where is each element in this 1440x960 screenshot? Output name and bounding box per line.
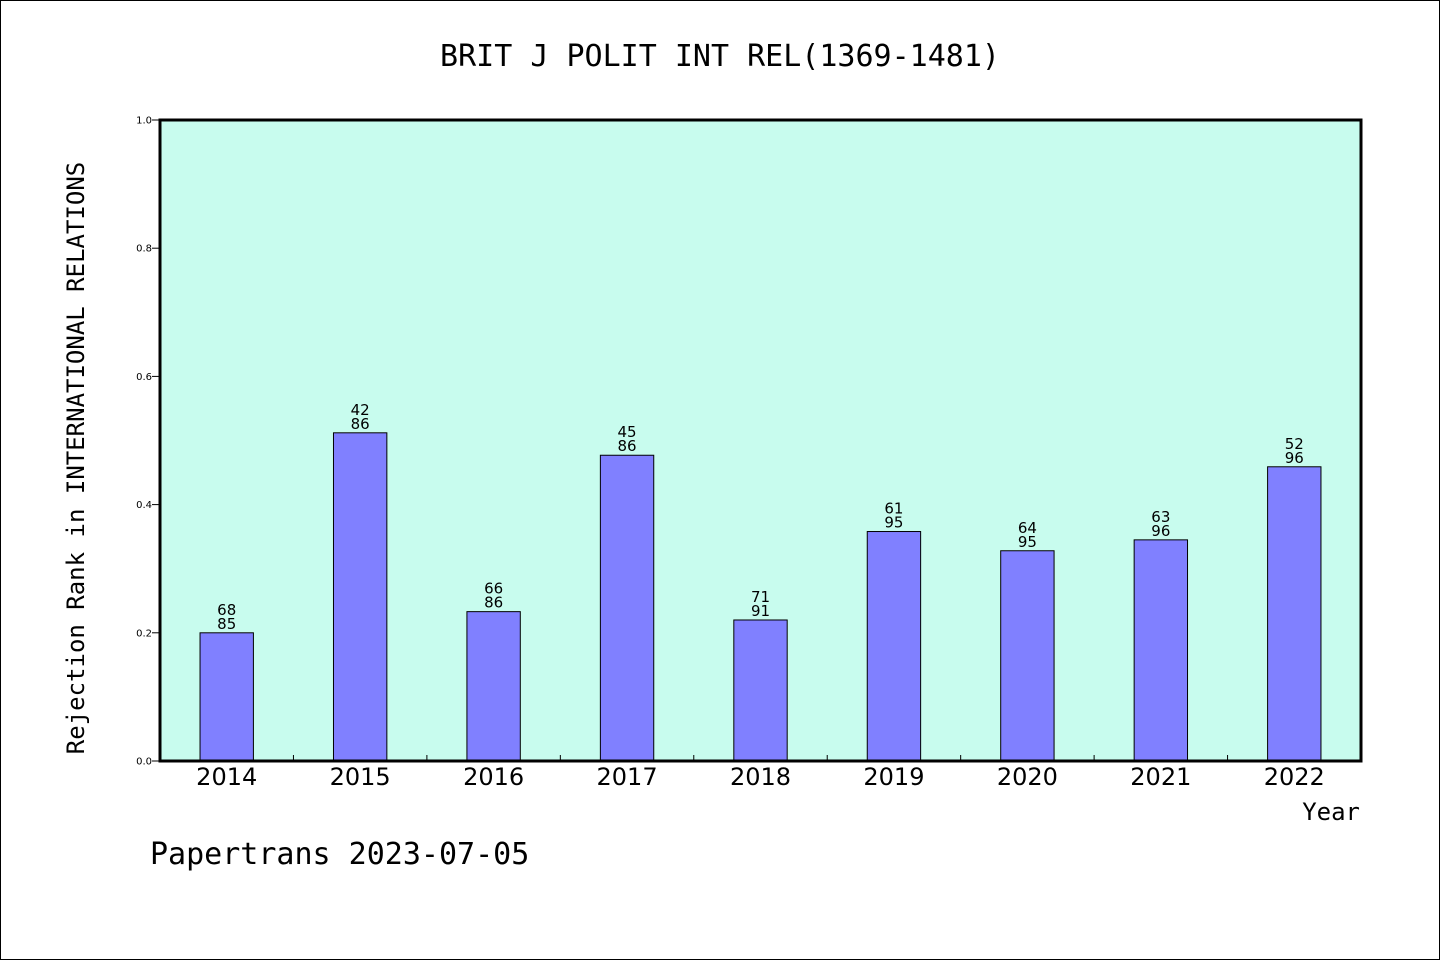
bar-label-rank: 42 bbox=[351, 401, 370, 419]
bar-2014 bbox=[199, 632, 254, 762]
bar-2022 bbox=[1267, 466, 1322, 762]
y-tick-label: 0.0 bbox=[136, 757, 152, 768]
plot-border bbox=[158, 118, 1363, 763]
x-tick-label: 2021 bbox=[1130, 763, 1191, 791]
bar-label-rank: 63 bbox=[1151, 508, 1170, 526]
bar-label-rank: 68 bbox=[217, 601, 236, 619]
y-tick-label: 1.0 bbox=[136, 116, 152, 127]
bar-label-rank: 64 bbox=[1018, 519, 1037, 537]
bars-group bbox=[199, 432, 1322, 762]
bar-2020 bbox=[1000, 550, 1055, 762]
bar-label-rank: 66 bbox=[484, 580, 503, 598]
bar-label-rank: 52 bbox=[1285, 435, 1304, 453]
x-tick-label: 2020 bbox=[997, 763, 1058, 791]
x-axis-ticks: 2014 2015 2016 2017 2018 2019 2020 2021 2022 bbox=[196, 755, 1325, 791]
y-tick-label: 0.6 bbox=[136, 372, 152, 383]
bar-label-total: 85 bbox=[217, 615, 236, 633]
x-tick-label: 2014 bbox=[196, 763, 257, 791]
y-tick-label: 0.2 bbox=[136, 628, 152, 639]
x-tick-label: 2019 bbox=[863, 763, 924, 791]
bar-label-total: 86 bbox=[484, 594, 503, 612]
bar-label-total: 95 bbox=[884, 514, 903, 532]
footer-text: Papertrans 2023-07-05 bbox=[150, 837, 529, 872]
bar-label-rank: 61 bbox=[884, 500, 903, 518]
bar-2021 bbox=[1133, 539, 1189, 762]
bar-label-total: 86 bbox=[618, 437, 637, 455]
x-axis-label: Year bbox=[1302, 798, 1360, 826]
x-tick-label: 2016 bbox=[463, 763, 524, 791]
bar-2016 bbox=[466, 611, 521, 762]
x-tick-label: 2015 bbox=[330, 763, 391, 791]
x-tick-label: 2017 bbox=[597, 763, 658, 791]
bar-label-total: 96 bbox=[1285, 449, 1304, 467]
x-tick-label: 2022 bbox=[1264, 763, 1325, 791]
bar-2015 bbox=[332, 432, 388, 762]
bar-label-rank: 45 bbox=[618, 423, 637, 441]
bar-label-total: 86 bbox=[351, 415, 370, 433]
bar-2018 bbox=[733, 619, 788, 762]
bar-label-total: 91 bbox=[751, 602, 770, 620]
bar-label-total: 96 bbox=[1151, 522, 1170, 540]
x-tick-label: 2018 bbox=[730, 763, 791, 791]
y-tick-label: 0.4 bbox=[136, 500, 152, 511]
y-axis-ticks: 0.0 0.2 0.4 0.6 0.8 1.0 bbox=[136, 116, 160, 768]
bar-2019 bbox=[866, 531, 922, 762]
y-axis-label: Rejection Rank in INTERNATIONAL RELATION… bbox=[62, 162, 90, 754]
bar-2017 bbox=[599, 454, 655, 762]
chart-title: BRIT J POLIT INT REL(1369-1481) bbox=[440, 39, 1000, 74]
y-tick-label: 0.8 bbox=[136, 244, 152, 255]
bar-label-rank: 71 bbox=[751, 588, 770, 606]
bar-label-total: 95 bbox=[1018, 533, 1037, 551]
